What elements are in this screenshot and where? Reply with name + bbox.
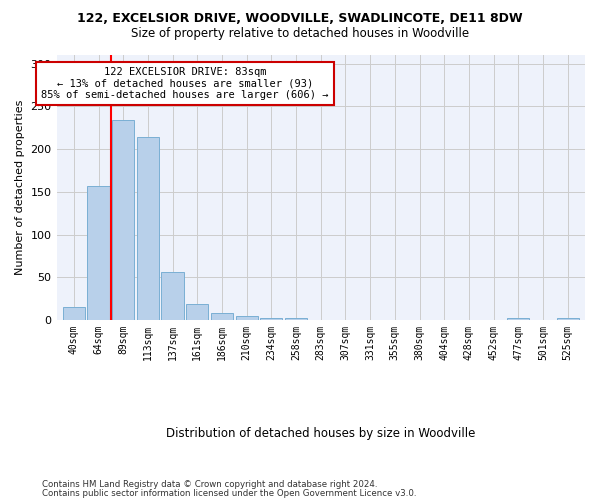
Text: 122, EXCELSIOR DRIVE, WOODVILLE, SWADLINCOTE, DE11 8DW: 122, EXCELSIOR DRIVE, WOODVILLE, SWADLIN…: [77, 12, 523, 26]
Bar: [236, 316, 258, 320]
Bar: [557, 318, 579, 320]
Text: Size of property relative to detached houses in Woodville: Size of property relative to detached ho…: [131, 28, 469, 40]
Bar: [63, 306, 85, 320]
Bar: [161, 272, 184, 320]
Bar: [186, 304, 208, 320]
Bar: [137, 137, 159, 320]
Bar: [507, 318, 529, 320]
Bar: [285, 318, 307, 320]
Bar: [211, 314, 233, 320]
Y-axis label: Number of detached properties: Number of detached properties: [15, 100, 25, 276]
Text: Contains HM Land Registry data © Crown copyright and database right 2024.: Contains HM Land Registry data © Crown c…: [42, 480, 377, 489]
Text: 122 EXCELSIOR DRIVE: 83sqm
← 13% of detached houses are smaller (93)
85% of semi: 122 EXCELSIOR DRIVE: 83sqm ← 13% of deta…: [41, 67, 329, 100]
Bar: [112, 120, 134, 320]
Text: Contains public sector information licensed under the Open Government Licence v3: Contains public sector information licen…: [42, 490, 416, 498]
X-axis label: Distribution of detached houses by size in Woodville: Distribution of detached houses by size …: [166, 427, 475, 440]
Bar: [260, 318, 283, 320]
Bar: [88, 186, 110, 320]
